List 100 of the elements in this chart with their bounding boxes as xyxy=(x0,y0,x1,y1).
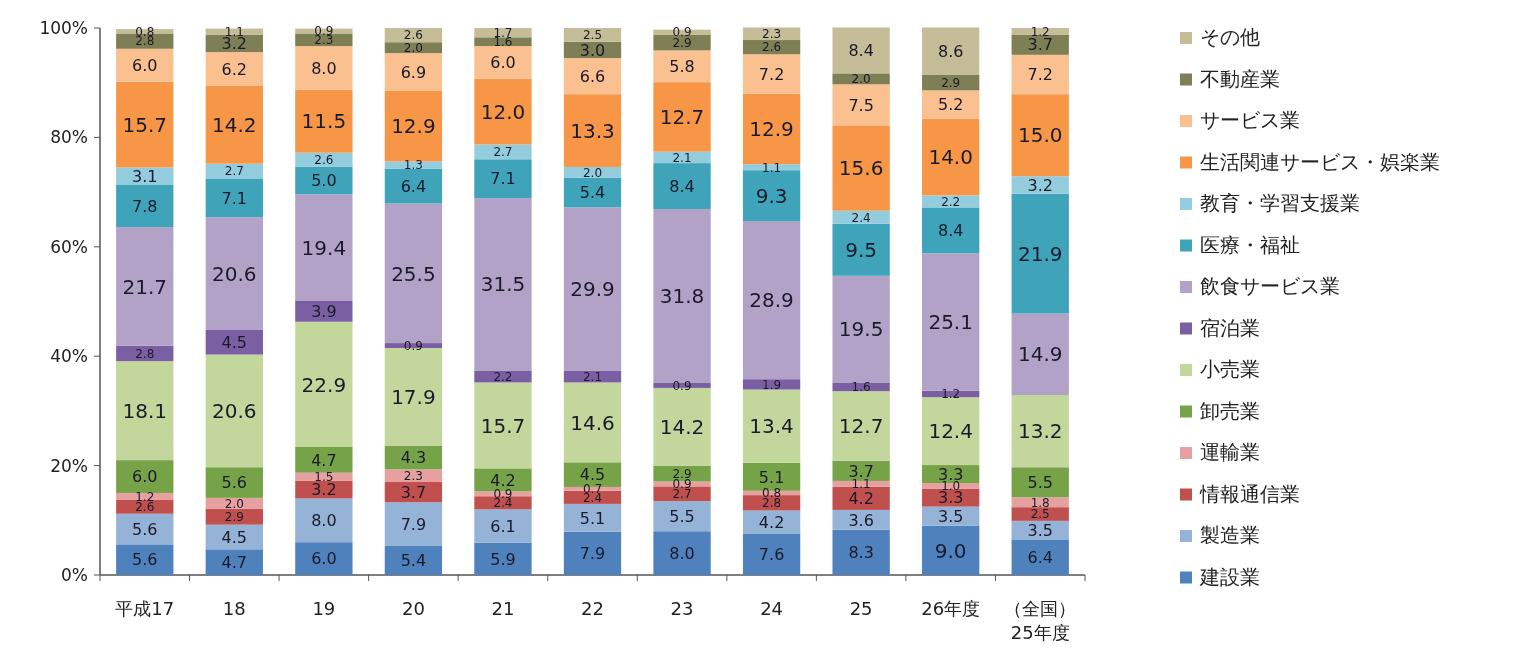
data-label: 13.3 xyxy=(570,118,615,143)
bar xyxy=(116,513,174,545)
data-label: 15.7 xyxy=(122,112,168,137)
bar xyxy=(295,447,353,473)
data-label: 20.6 xyxy=(212,261,257,286)
data-label: 2.9 xyxy=(224,510,244,525)
bar xyxy=(832,486,890,510)
bar xyxy=(832,529,890,575)
bar xyxy=(474,509,532,543)
bar xyxy=(116,48,174,82)
data-label: 17.9 xyxy=(391,385,436,410)
bar xyxy=(653,163,711,210)
bar xyxy=(922,397,980,466)
data-label: 5.6 xyxy=(132,519,158,539)
bar xyxy=(474,382,532,469)
data-label: 3.6 xyxy=(848,510,874,530)
legend-label: 宿泊業 xyxy=(1200,315,1260,340)
bar xyxy=(205,508,263,525)
bar xyxy=(384,161,443,169)
data-label: 5.5 xyxy=(1027,473,1053,493)
data-label: 12.4 xyxy=(928,419,973,444)
data-label: 3.5 xyxy=(1027,521,1053,541)
bar xyxy=(1011,313,1069,396)
bar xyxy=(742,27,801,41)
data-label: 21.9 xyxy=(1017,241,1063,266)
bar xyxy=(205,28,263,35)
bar xyxy=(474,198,532,371)
bar xyxy=(563,177,622,208)
bar xyxy=(742,54,801,94)
data-label: 2.0 xyxy=(403,41,423,56)
data-label: 5.4 xyxy=(400,550,427,570)
data-label: 9.3 xyxy=(755,183,788,208)
bar xyxy=(295,300,353,322)
data-label: 7.9 xyxy=(400,514,427,534)
data-label: 31.8 xyxy=(659,284,705,309)
data-label: 2.0 xyxy=(851,72,871,87)
data-label: 15.0 xyxy=(1017,123,1063,148)
bar xyxy=(563,28,622,42)
data-label: 7.8 xyxy=(132,196,158,216)
bar xyxy=(563,531,622,575)
bar xyxy=(922,525,980,575)
data-label: 18.1 xyxy=(122,398,168,423)
legend-label: 卸売業 xyxy=(1200,398,1260,423)
data-label: 2.5 xyxy=(582,28,603,43)
bar xyxy=(832,480,890,487)
bar xyxy=(474,542,532,575)
data-label: 2.6 xyxy=(403,28,423,43)
data-label: 5.1 xyxy=(579,508,606,528)
data-label: 1.9 xyxy=(762,377,782,392)
bar xyxy=(116,81,174,168)
data-label: 25.1 xyxy=(928,310,973,335)
bar xyxy=(474,46,532,79)
bar xyxy=(205,329,263,355)
data-label: 31.5 xyxy=(480,272,526,297)
data-label: 5.4 xyxy=(579,183,606,203)
data-label: 8.3 xyxy=(848,543,874,563)
data-label: 3.9 xyxy=(311,301,337,321)
data-label: 2.3 xyxy=(762,27,782,42)
legend-label: 教育・学習支援業 xyxy=(1200,191,1360,215)
data-label: 2.8 xyxy=(135,34,155,49)
x-tick-label: 23 xyxy=(670,598,694,619)
data-label: 3.2 xyxy=(311,480,337,500)
data-label: 2.8 xyxy=(762,496,782,511)
x-tick-label: （全国） 25年度 xyxy=(1004,598,1077,643)
x-tick-label: 24 xyxy=(760,598,784,619)
bar xyxy=(922,74,980,91)
data-label: 3.0 xyxy=(579,40,606,60)
data-label: 7.1 xyxy=(221,188,248,208)
data-label: 2.2 xyxy=(941,194,961,209)
x-tick-label: 19 xyxy=(312,598,336,619)
bar xyxy=(653,50,711,83)
data-label: 3.5 xyxy=(937,506,964,526)
data-label: 7.6 xyxy=(758,544,785,564)
data-label: 2.9 xyxy=(941,75,961,90)
data-label: 14.2 xyxy=(659,414,705,439)
data-label: 21.7 xyxy=(122,274,168,299)
data-label: 6.4 xyxy=(400,176,427,196)
data-label: 12.7 xyxy=(838,414,884,439)
data-label: 25.5 xyxy=(391,261,436,286)
data-label: 9.0 xyxy=(934,538,967,563)
data-label: 22.9 xyxy=(301,372,347,397)
bar xyxy=(563,58,622,95)
data-label: 6.0 xyxy=(132,55,158,75)
bar xyxy=(295,89,353,153)
data-label: 6.1 xyxy=(490,516,516,536)
data-label: 14.9 xyxy=(1017,342,1063,367)
data-label: 2.3 xyxy=(403,469,423,484)
data-label: 4.5 xyxy=(221,527,248,547)
bar xyxy=(474,159,532,199)
data-label: 2.9 xyxy=(672,35,692,50)
bar xyxy=(922,118,980,196)
bar xyxy=(116,361,174,461)
bar xyxy=(563,94,622,167)
data-label: 1.3 xyxy=(403,158,423,173)
data-label: 6.6 xyxy=(579,66,606,86)
bar xyxy=(742,389,801,463)
bar xyxy=(742,221,801,380)
legend-label: 医療・福祉 xyxy=(1200,232,1300,257)
bar xyxy=(205,85,263,164)
data-label: 4.2 xyxy=(758,512,785,532)
